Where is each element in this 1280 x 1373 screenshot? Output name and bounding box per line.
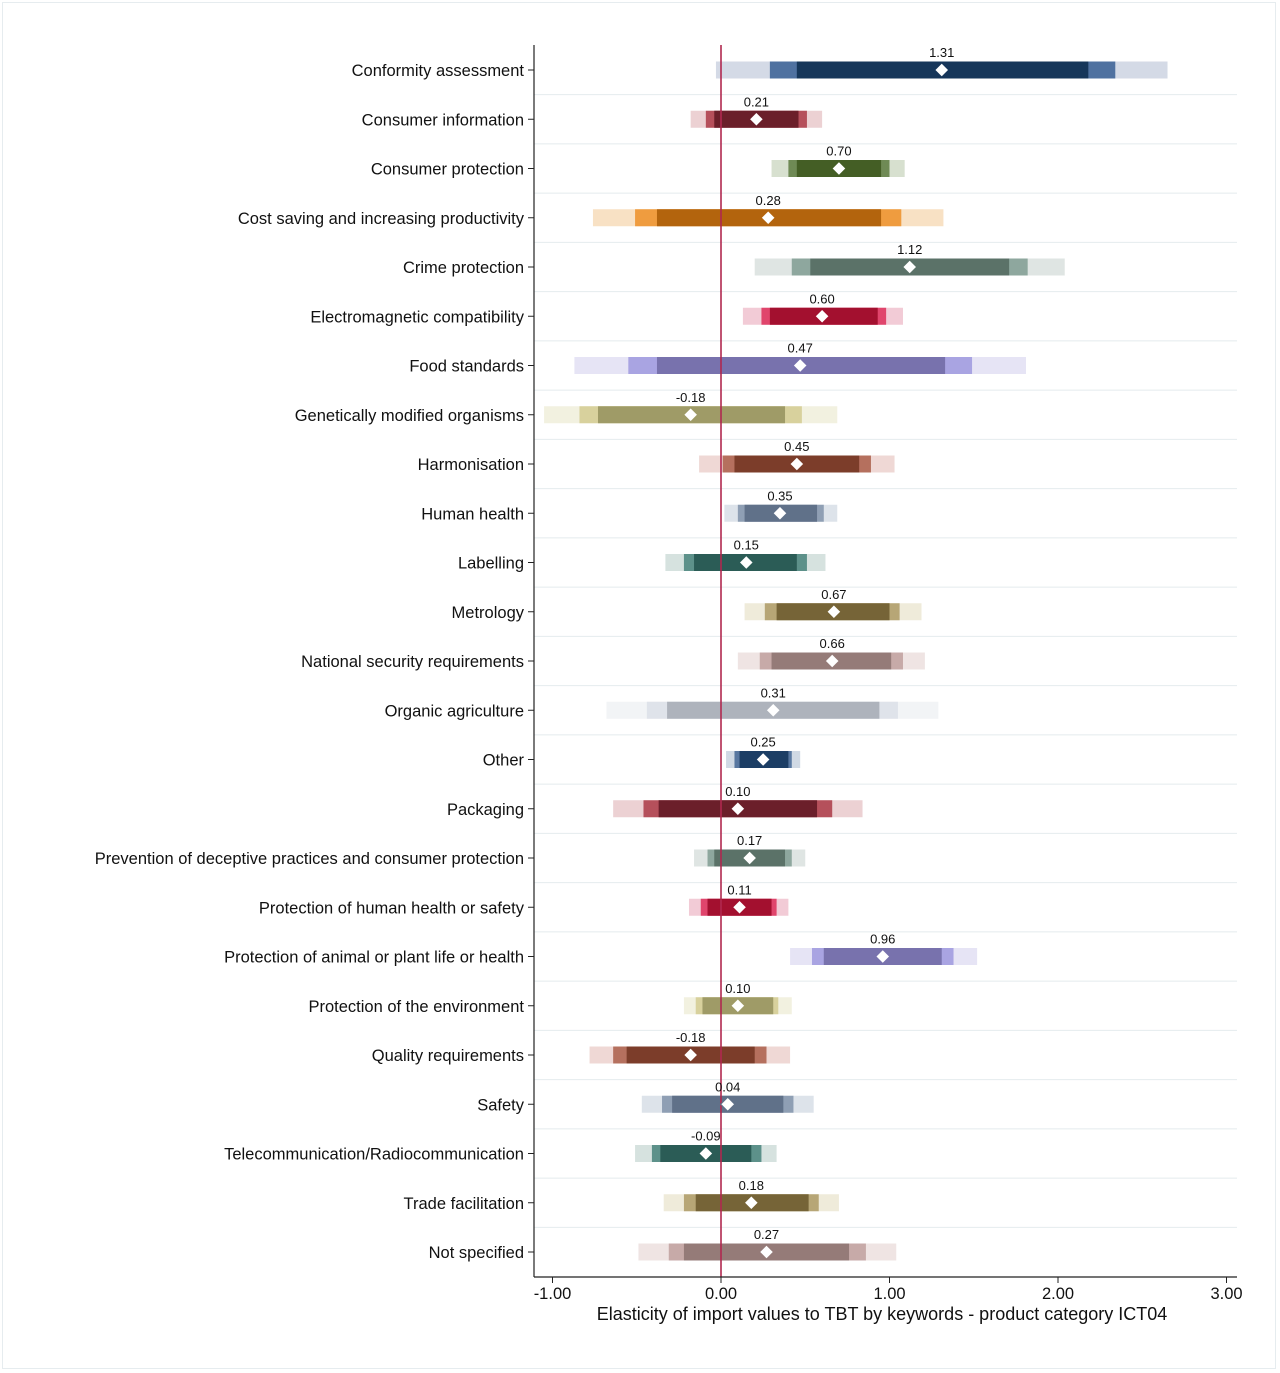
category-label: Harmonisation xyxy=(418,456,524,474)
point-estimate-marker xyxy=(772,505,788,521)
axes xyxy=(528,45,1237,1283)
category-label: Labelling xyxy=(458,555,524,573)
value-label: -0.18 xyxy=(676,1030,706,1045)
category-label: Food standards xyxy=(409,358,524,376)
point-estimate-marker xyxy=(748,111,765,127)
point-estimate-marker xyxy=(730,801,746,817)
value-label: 0.31 xyxy=(761,685,786,700)
value-label: 0.67 xyxy=(821,587,846,602)
point-estimate-marker xyxy=(682,407,699,423)
category-label: Conformity assessment xyxy=(352,62,525,80)
value-label: 0.35 xyxy=(767,488,792,503)
x-tick-label: 2.00 xyxy=(1042,1285,1074,1303)
point-estimate-marker xyxy=(875,948,891,965)
value-label: 0.18 xyxy=(739,1178,764,1193)
value-label: 0.70 xyxy=(826,144,851,159)
point-estimate-marker xyxy=(730,998,746,1014)
point-estimate-marker xyxy=(755,751,771,768)
category-label: Telecommunication/Radiocommunication xyxy=(224,1146,524,1164)
value-label: 0.04 xyxy=(715,1079,740,1094)
value-label: 1.12 xyxy=(897,242,922,257)
category-label: Protection of the environment xyxy=(308,998,524,1016)
point-estimate-marker xyxy=(934,62,950,78)
point-estimate-marker xyxy=(824,653,840,669)
category-label: Organic agriculture xyxy=(385,702,524,720)
point-estimate-marker xyxy=(831,160,847,177)
category-label: Safety xyxy=(477,1096,525,1114)
value-label: 0.17 xyxy=(737,833,762,848)
value-label: 0.96 xyxy=(870,932,895,947)
point-estimate-marker xyxy=(682,1047,699,1063)
point-estimate-marker xyxy=(731,899,748,915)
point-estimate-marker xyxy=(814,308,830,324)
category-label: Cost saving and increasing productivity xyxy=(238,210,525,228)
category-label: Protection of human health or safety xyxy=(259,899,525,917)
value-label: 0.21 xyxy=(744,94,769,109)
value-label: -0.09 xyxy=(691,1129,721,1144)
forest-plot: Conformity assessment 1.31 Consumer inform… xyxy=(95,45,1243,1324)
value-label: 0.10 xyxy=(725,784,750,799)
point-estimate-marker xyxy=(826,604,842,620)
category-label: Prevention of deceptive practices and co… xyxy=(95,850,524,868)
point-estimate-marker xyxy=(760,210,776,226)
category-label: Quality requirements xyxy=(372,1047,524,1065)
value-label: 0.47 xyxy=(788,341,813,356)
category-label: Packaging xyxy=(447,801,524,819)
value-label: 0.45 xyxy=(784,439,809,454)
x-tick-label: -1.00 xyxy=(534,1285,572,1303)
value-label: 0.11 xyxy=(727,882,751,897)
category-label: Genetically modified organisms xyxy=(295,407,524,425)
category-label: Metrology xyxy=(452,604,525,622)
point-estimate-marker xyxy=(741,850,758,866)
labels: Conformity assessment 1.31 Consumer inform… xyxy=(95,45,1243,1324)
category-label: Trade facilitation xyxy=(404,1195,524,1213)
gridlines xyxy=(534,94,1237,1228)
value-label: 0.15 xyxy=(734,538,759,553)
point-estimate-marker xyxy=(789,456,805,472)
category-label: Protection of animal or plant life or he… xyxy=(224,949,524,967)
point-estimates xyxy=(682,62,950,1260)
value-label: 0.60 xyxy=(809,291,834,306)
point-estimate-marker xyxy=(765,702,781,718)
x-tick-label: 1.00 xyxy=(873,1285,905,1303)
point-estimate-marker xyxy=(792,357,808,374)
value-label: 0.10 xyxy=(725,981,750,996)
category-label: Crime protection xyxy=(403,259,524,277)
category-label: National security requirements xyxy=(301,653,524,671)
value-label: 0.25 xyxy=(750,735,775,750)
point-estimate-marker xyxy=(743,1195,760,1211)
x-tick-label: 0.00 xyxy=(705,1285,737,1303)
value-label: 0.27 xyxy=(754,1227,779,1242)
category-label: Human health xyxy=(421,505,524,523)
category-label: Consumer protection xyxy=(371,161,524,179)
category-label: Not specified xyxy=(429,1244,524,1262)
point-estimate-marker xyxy=(698,1145,714,1162)
point-estimate-marker xyxy=(738,554,754,571)
value-label: 0.66 xyxy=(820,636,845,651)
value-label: 1.31 xyxy=(929,45,954,60)
interval-bars xyxy=(544,61,1168,1261)
category-label: Other xyxy=(483,752,525,770)
point-estimate-marker xyxy=(758,1244,775,1260)
point-estimate-marker xyxy=(902,259,918,275)
category-label: Electromagnetic compatibility xyxy=(310,308,524,326)
x-tick-label: 3.00 xyxy=(1210,1285,1242,1303)
value-label: 0.28 xyxy=(756,193,781,208)
value-label: -0.18 xyxy=(676,390,706,405)
point-estimate-marker xyxy=(720,1096,736,1112)
category-label: Consumer information xyxy=(362,111,524,129)
x-axis-title: Elasticity of import values to TBT by ke… xyxy=(597,1304,1168,1324)
